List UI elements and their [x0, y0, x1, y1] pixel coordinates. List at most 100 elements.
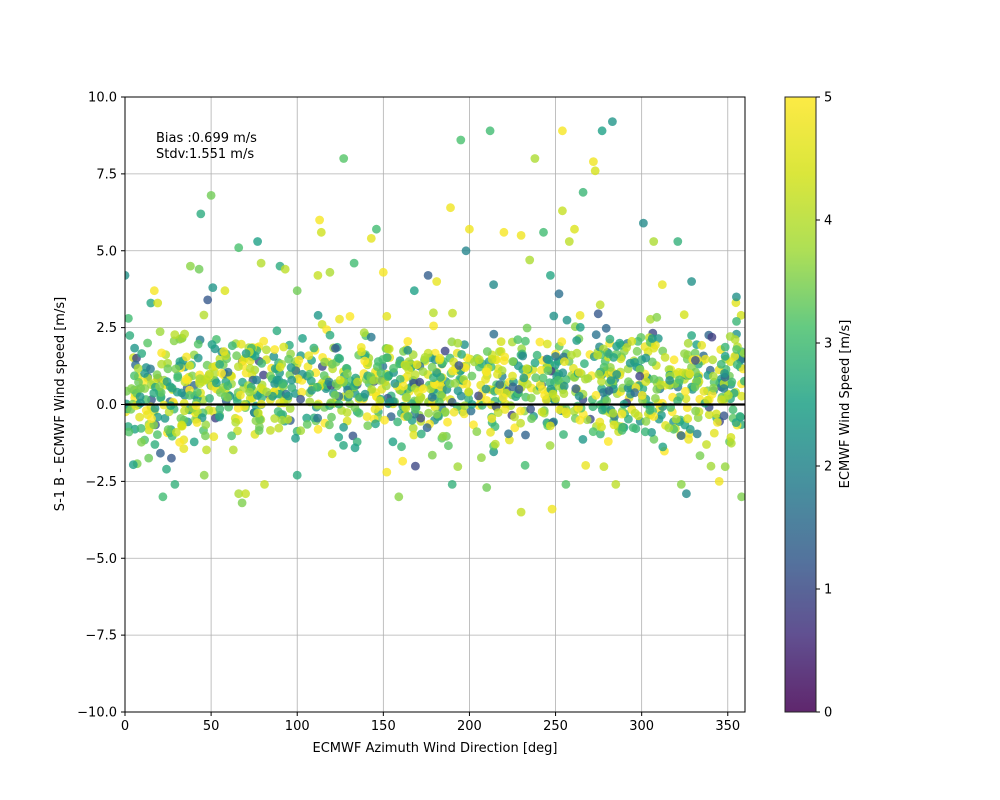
y-axis-label: S-1 B - ECMWF Wind speed [m/s]	[53, 297, 68, 511]
scatter-point	[401, 403, 411, 413]
scatter-point	[543, 366, 553, 375]
scatter-point	[185, 391, 195, 400]
scatter-point	[608, 117, 617, 126]
scatter-point	[223, 381, 233, 391]
scatter-point	[408, 423, 418, 433]
scatter-point	[450, 378, 460, 388]
scatter-point	[708, 371, 718, 381]
scatter-point	[418, 384, 428, 394]
scatter-point	[360, 356, 370, 366]
scatter-point	[601, 323, 611, 333]
scatter-point	[544, 355, 553, 365]
colorbar	[784, 96, 817, 713]
scatter-point	[609, 353, 618, 362]
scatter-point	[649, 434, 659, 444]
scatter-point	[173, 373, 183, 382]
scatter-point	[630, 408, 640, 418]
scatter-point	[726, 438, 736, 448]
scatter-point	[193, 353, 203, 363]
scatter-point	[253, 237, 262, 246]
scatter-point	[593, 350, 603, 360]
scatter-point	[217, 368, 227, 378]
scatter-point	[499, 227, 509, 237]
scatter-point	[575, 311, 585, 320]
scatter-point	[578, 187, 588, 197]
scatter-point	[640, 427, 650, 437]
scatter-point	[160, 414, 170, 423]
scatter-point	[306, 376, 316, 386]
scatter-point	[500, 352, 510, 362]
scatter-point	[567, 350, 576, 360]
scatter-point	[192, 418, 202, 427]
scatter-point	[296, 426, 306, 435]
scatter-point	[327, 359, 337, 369]
scatter-point	[547, 504, 557, 514]
scatter-point	[615, 338, 625, 348]
bias-annotation: Bias :0.699 m/s	[156, 131, 257, 146]
scatter-point	[382, 467, 392, 477]
scatter-point	[516, 418, 525, 428]
scatter-point	[339, 154, 349, 163]
scatter-point	[558, 368, 568, 378]
scatter-point	[199, 470, 209, 480]
scatter-point	[682, 489, 691, 499]
scatter-point	[262, 387, 272, 397]
scatter-point	[335, 375, 345, 385]
scatter-point	[673, 396, 682, 406]
scatter-point	[167, 453, 176, 463]
scatter-point	[695, 451, 705, 460]
scatter-point	[326, 398, 336, 408]
scatter-point	[305, 369, 315, 379]
scatter-point	[415, 395, 424, 404]
scatter-point	[674, 367, 683, 377]
scatter-point	[527, 414, 536, 423]
scatter-point	[369, 376, 379, 385]
scatter-point	[609, 420, 619, 430]
y-tick-label: 2.5	[96, 321, 117, 336]
scatter-point	[436, 390, 446, 400]
scatter-point	[647, 357, 657, 367]
scatter-point	[472, 427, 482, 436]
scatter-point	[465, 224, 474, 234]
scatter-point	[152, 370, 162, 380]
scatter-point	[628, 423, 638, 432]
scatter-point	[649, 237, 659, 246]
scatter-point	[367, 385, 377, 394]
stdv-annotation: Stdv:1.551 m/s	[156, 147, 254, 162]
scatter-point	[553, 376, 563, 385]
scatter-point	[531, 373, 541, 383]
scatter-point	[737, 492, 745, 502]
scatter-point	[156, 448, 165, 458]
scatter-point	[490, 439, 500, 449]
scatter-point	[325, 267, 335, 277]
scatter-point	[286, 363, 296, 372]
scatter-point	[599, 462, 609, 471]
scatter-point	[597, 422, 606, 432]
scatter-point	[205, 369, 214, 379]
scatter-point	[427, 392, 437, 402]
scatter-point	[660, 353, 670, 362]
scatter-point	[350, 443, 360, 453]
scatter-point	[446, 203, 455, 213]
scatter-point	[283, 391, 293, 401]
scatter-point	[380, 415, 389, 425]
scatter-point	[518, 351, 528, 361]
scatter-point	[272, 326, 282, 336]
scatter-point	[157, 348, 167, 358]
scatter-point	[622, 343, 631, 352]
x-tick-label: 0	[121, 719, 129, 734]
scatter-point	[393, 417, 402, 427]
scatter-point	[196, 209, 206, 219]
scatter-point	[732, 360, 742, 370]
scatter-point	[720, 369, 729, 378]
scatter-point	[570, 224, 579, 234]
scatter-point	[416, 429, 426, 439]
scatter-point	[561, 480, 571, 489]
scatter-point	[558, 206, 567, 216]
scatter-point	[143, 338, 153, 348]
scatter-point	[516, 406, 525, 416]
scatter-point	[412, 360, 422, 370]
scatter-point	[269, 352, 279, 361]
scatter-point	[362, 412, 372, 421]
scatter-point	[180, 406, 189, 416]
